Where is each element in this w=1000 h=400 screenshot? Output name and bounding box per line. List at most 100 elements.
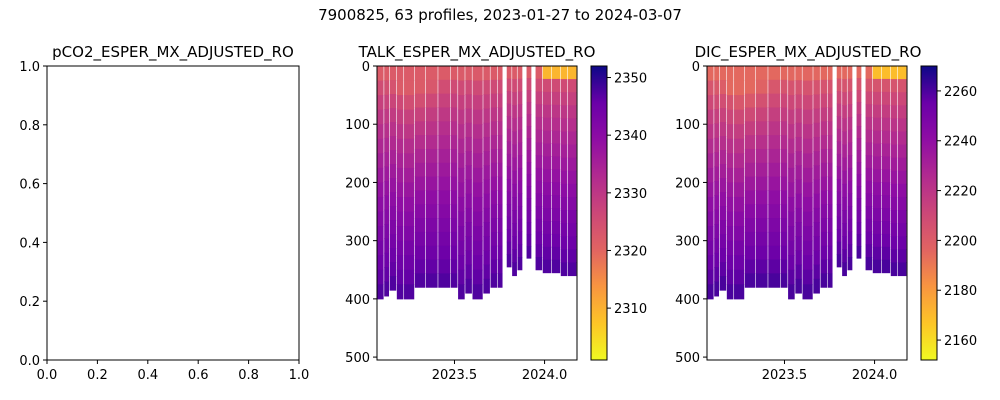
x-tick-label: 0.8 (238, 368, 259, 383)
heatmap-cell (396, 284, 404, 300)
heatmap-cell (404, 153, 415, 169)
heatmap-cell (755, 176, 768, 191)
heatmap-cell (842, 210, 847, 224)
heatmap-cell (526, 138, 532, 151)
heatmap-cell (707, 196, 714, 213)
heatmap-cell (719, 206, 727, 221)
heatmap-cell (526, 126, 532, 139)
heatmap-cell (872, 221, 882, 235)
heatmap-cell (483, 264, 490, 280)
heatmap-cell (490, 204, 498, 219)
heatmap-cell (856, 66, 862, 79)
heatmap-cell (560, 196, 568, 211)
heatmap-cell (517, 129, 523, 143)
heatmap-cell (890, 210, 898, 224)
heatmap-cell (780, 162, 788, 178)
heatmap-cell (734, 153, 745, 169)
heatmap-cell (560, 79, 568, 93)
panel-title-dic: DIC_ESPER_MX_ADJUSTED_RO (695, 43, 922, 62)
heatmap-cell (820, 273, 828, 288)
heatmap-cell (450, 135, 458, 150)
heatmap-cell (847, 218, 853, 233)
heatmap-cell (707, 255, 714, 271)
heatmap-cell (458, 196, 465, 213)
heatmap-cell (719, 192, 727, 207)
heatmap-cell (836, 254, 842, 268)
heatmap-cell (472, 182, 483, 198)
heatmap-cell (827, 148, 833, 164)
heatmap-cell (458, 284, 465, 300)
heatmap-cell (483, 122, 490, 138)
heatmap-cell (856, 150, 862, 163)
heatmap-cell (490, 79, 498, 95)
heatmap-cell (490, 176, 498, 191)
heatmap-cell (567, 144, 577, 159)
heatmap-cell (856, 186, 862, 199)
heatmap-cell (404, 255, 415, 271)
heatmap-cell (897, 66, 907, 80)
heatmap-cell (560, 92, 568, 106)
heatmap-cell (551, 66, 561, 80)
heatmap-cell (512, 170, 517, 185)
heatmap-cell (836, 116, 842, 130)
heatmap-cell (512, 79, 517, 93)
heatmap-cell (872, 182, 882, 196)
heatmap-cell (755, 218, 768, 233)
x-axis-dic: 2023.5 2024.0 (762, 360, 897, 383)
heatmap-cell (472, 153, 483, 169)
heatmap-cell (404, 240, 415, 256)
heatmap-cell (836, 191, 842, 205)
heatmap-cell (551, 208, 561, 222)
x-tick-label: 1.0 (289, 368, 310, 383)
heatmap-cell (560, 157, 568, 172)
heatmap-cell (535, 66, 543, 80)
heatmap-cell (768, 66, 781, 81)
heatmap-cell (707, 240, 714, 256)
heatmap-cell (517, 218, 523, 233)
heatmap-cell (414, 259, 426, 274)
heatmap-cell (780, 79, 788, 95)
heatmap-cell (714, 195, 720, 211)
heatmap-cell (425, 66, 438, 81)
heatmap-cell (788, 211, 795, 227)
heatmap-cell (396, 80, 404, 96)
heatmap-cell (526, 246, 532, 259)
heatmap-cell (414, 135, 426, 150)
heatmap-cell (755, 190, 768, 205)
axes-frame-dic (706, 65, 908, 361)
heatmap-cell (788, 124, 795, 140)
heatmap-cell (780, 148, 788, 164)
heatmap-cell (802, 66, 813, 82)
heatmap-cell (890, 196, 898, 211)
colorbar-tick-label: 2310 (614, 302, 647, 317)
heatmap-cell (404, 226, 415, 242)
heatmap-cell (560, 210, 568, 224)
heatmap-cell (567, 236, 577, 250)
heatmap-cell (483, 108, 490, 124)
heatmap-cell (450, 190, 458, 205)
heatmap-cell (512, 92, 517, 106)
heatmap-cell (567, 131, 577, 146)
heatmap-cell (813, 66, 820, 81)
heatmap-cell (512, 249, 517, 263)
heatmap-cell (389, 80, 397, 95)
heatmap-cell (890, 66, 898, 80)
heatmap-cell (483, 179, 490, 195)
heatmap-cell (396, 66, 404, 82)
heatmap-cell (512, 223, 517, 237)
heatmap-cell (719, 122, 727, 137)
heatmap-cell (551, 246, 561, 261)
heatmap-cell (517, 78, 523, 92)
heatmap-cell (389, 136, 397, 151)
heatmap-cell (425, 107, 438, 122)
heatmap-cell (438, 107, 451, 122)
heatmap-cell (450, 121, 458, 136)
heatmap-cell (755, 107, 768, 122)
heatmap-cell (450, 107, 458, 122)
heatmap-cell (396, 240, 404, 256)
x-tick-label: 0.6 (188, 368, 209, 383)
panel-pco2: pCO2_ESPER_MX_ADJUSTED_RO 0.0 0.2 0.4 0.6 0.… (19, 43, 309, 383)
y-tick-label: 500 (675, 351, 700, 366)
heatmap-cell (734, 66, 745, 82)
heatmap-cell (389, 192, 397, 207)
